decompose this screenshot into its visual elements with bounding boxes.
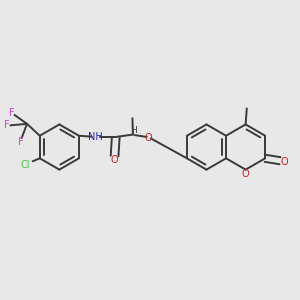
Text: NH: NH: [88, 132, 103, 142]
Text: Cl: Cl: [21, 160, 30, 170]
Text: F: F: [18, 137, 23, 147]
Text: O: O: [111, 155, 119, 165]
Text: O: O: [145, 133, 152, 143]
Text: F: F: [9, 108, 14, 118]
Text: O: O: [242, 169, 249, 179]
Text: F: F: [4, 120, 10, 130]
Text: O: O: [280, 157, 288, 166]
Text: H: H: [130, 126, 137, 135]
